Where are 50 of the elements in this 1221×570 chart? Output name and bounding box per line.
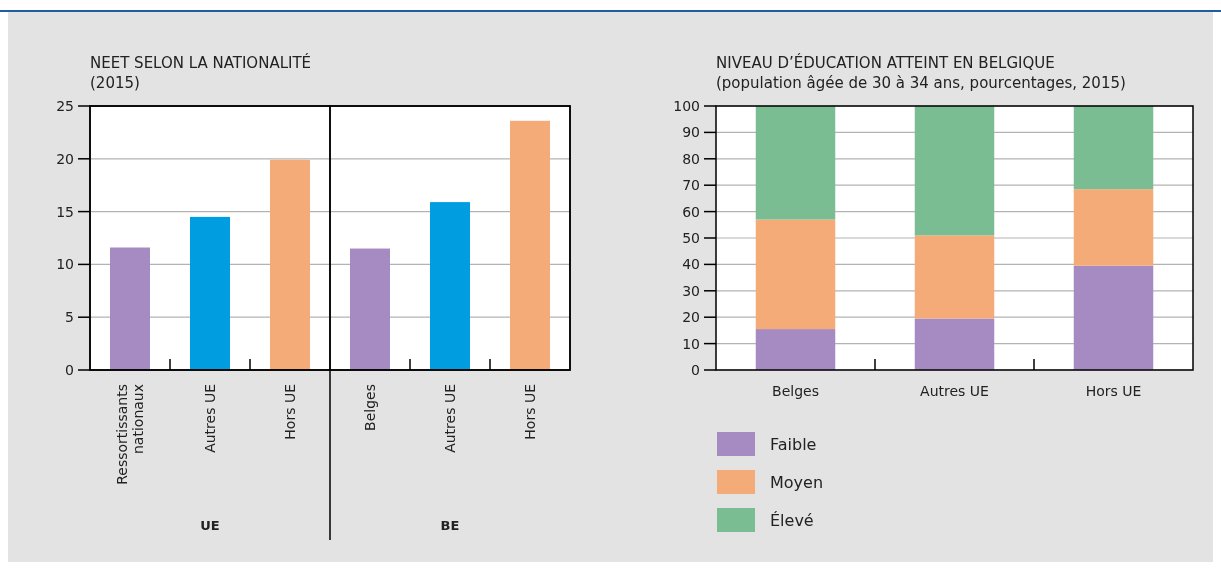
y-tick-label: 5 [65, 309, 74, 326]
y-tick-label: 20 [682, 309, 700, 326]
bar [350, 248, 390, 370]
bar [755, 329, 836, 370]
bar [1073, 106, 1154, 190]
bar [914, 106, 995, 236]
legend-label: Faible [770, 434, 817, 454]
bar [190, 216, 230, 370]
chart-subtitle: (population âgée de 30 à 34 ans, pourcentages, 2015) [716, 74, 1126, 92]
bar [1073, 189, 1154, 266]
chart-title: NEET SELON LA NATIONALITÉ [90, 53, 312, 72]
x-tick-label: Belges [361, 384, 378, 431]
x-tick-label: Autres UE [920, 383, 989, 399]
chart-subtitle: (2015) [90, 74, 140, 92]
bar [914, 318, 995, 370]
legend-label: Élevé [770, 510, 814, 530]
text: UE [200, 518, 220, 533]
chart-title: NIVEAU D’ÉDUCATION ATTEINT EN BELGIQUE [716, 53, 1055, 72]
y-tick-label: 10 [56, 256, 74, 273]
y-tick-label: 100 [673, 97, 700, 114]
bar [755, 106, 836, 220]
y-tick-label: 15 [56, 203, 74, 220]
x-tick-label: Autres UE [441, 384, 458, 453]
x-tick-label: Autres UE [201, 384, 218, 453]
y-tick-label: 10 [682, 335, 700, 352]
bar [914, 235, 995, 319]
legend-label: Moyen [770, 472, 824, 492]
y-tick-label: 0 [691, 361, 700, 378]
y-tick-label: 20 [56, 150, 74, 167]
bar [430, 202, 470, 370]
y-tick-label: 25 [56, 97, 74, 114]
x-tick-label: Hors UE [521, 384, 538, 440]
y-tick-label: 70 [682, 177, 700, 194]
text: BE [440, 518, 460, 533]
y-tick-label: 30 [682, 282, 700, 299]
y-tick-label: 80 [682, 150, 700, 167]
bar [1073, 265, 1154, 370]
bar [270, 159, 310, 370]
y-tick-label: 0 [65, 361, 74, 378]
bar [110, 247, 150, 370]
x-tick-label: Hors UE [1085, 383, 1142, 399]
bar [755, 219, 836, 330]
x-tick-label: Ressortissants nationaux [114, 384, 147, 485]
y-tick-label: 60 [682, 203, 700, 220]
y-tick-label: 40 [682, 256, 700, 273]
y-tick-label: 50 [682, 229, 700, 246]
x-tick-label: Hors UE [281, 384, 298, 440]
y-tick-label: 90 [682, 124, 700, 141]
bar [510, 120, 550, 370]
x-tick-label: Belges [772, 383, 819, 399]
